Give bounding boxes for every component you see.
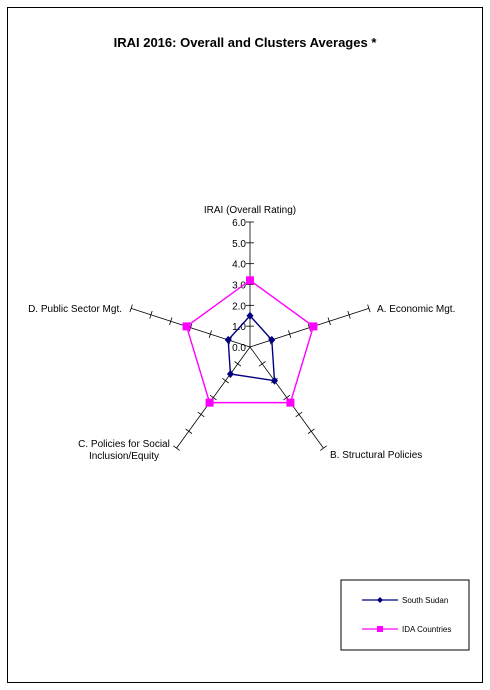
series-line-south-sudan [227, 314, 276, 382]
axis-tick [185, 428, 193, 434]
series-group [182, 276, 318, 407]
chart-title: IRAI 2016: Overall and Clusters Averages… [114, 35, 378, 50]
tick-label: 3.0 [232, 281, 246, 292]
axis-tick [234, 361, 242, 367]
data-point-ida-countries [205, 398, 214, 407]
radar-axes [129, 221, 371, 451]
legend-label-south-sudan: South Sudan [402, 596, 448, 605]
axis-tick [222, 378, 229, 384]
axis-tick [347, 310, 351, 319]
data-point-ida-countries [246, 276, 254, 285]
data-point-south-sudan [226, 369, 234, 378]
axis-tick [129, 304, 133, 313]
data-point-south-sudan [270, 376, 278, 385]
axis-tick [149, 310, 153, 319]
data-point-south-sudan [268, 335, 276, 344]
legend-box [340, 579, 470, 651]
axis-labels: IRAI (Overall Rating) A. Economic Mgt. B. … [28, 205, 455, 462]
series-line-ida-countries [185, 279, 315, 404]
axis-label-a-economic-mgt: A. Economic Mgt. [377, 304, 455, 315]
legend-marker-south-sudan [377, 597, 383, 603]
data-point-south-sudan [246, 311, 254, 320]
tick-label: 4.0 [232, 260, 246, 271]
axis-tick [367, 304, 371, 313]
data-point-ida-countries [286, 398, 295, 407]
axis-label-irai-overall-rating: IRAI (Overall Rating) [204, 205, 296, 216]
legend-marker-ida-countries [377, 626, 383, 632]
data-point-ida-countries [182, 322, 191, 331]
axis-tick [209, 394, 217, 401]
axis-tick [295, 411, 303, 418]
axis-label-c-policies-for-social-inclusion-equity: Inclusion/Equity [89, 451, 159, 462]
tick-label: 0.0 [232, 343, 246, 354]
legend-label-ida-countries: IDA Countries [402, 625, 451, 634]
axis-tick [307, 428, 315, 434]
axis-tick [320, 445, 327, 451]
data-point-ida-countries [309, 322, 318, 331]
axis-tick [258, 361, 266, 367]
axis-tick [173, 445, 180, 451]
tick-label: 5.0 [232, 239, 246, 250]
axis-tick [288, 330, 292, 339]
axis-label-d-public-sector-mgt: D. Public Sector Mgt. [28, 304, 122, 315]
axis-tick [327, 317, 331, 326]
axis-tick [283, 394, 291, 401]
data-point-south-sudan [224, 335, 232, 344]
legend: South Sudan IDA Countries [340, 579, 470, 651]
tick-label: 2.0 [232, 301, 246, 312]
axis-label-b-structural-policies: B. Structural Policies [330, 450, 422, 461]
axis-tick [197, 411, 205, 418]
axis-label-c-policies-for-social-inclusion-equity: C. Policies for Social [78, 439, 170, 450]
tick-label: 6.0 [232, 218, 246, 229]
axis-tick [169, 317, 173, 326]
axis-tick [208, 330, 212, 339]
